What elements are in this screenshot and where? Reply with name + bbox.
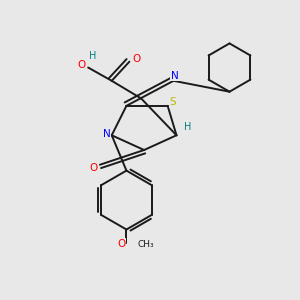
Text: S: S bbox=[170, 97, 176, 107]
Text: N: N bbox=[171, 70, 179, 80]
Text: H: H bbox=[89, 51, 96, 62]
Text: O: O bbox=[78, 60, 86, 70]
Text: O: O bbox=[133, 54, 141, 64]
Text: O: O bbox=[89, 163, 98, 173]
Text: CH₃: CH₃ bbox=[138, 240, 154, 249]
Text: O: O bbox=[117, 239, 125, 249]
Text: H: H bbox=[184, 122, 191, 132]
Text: N: N bbox=[103, 129, 110, 139]
